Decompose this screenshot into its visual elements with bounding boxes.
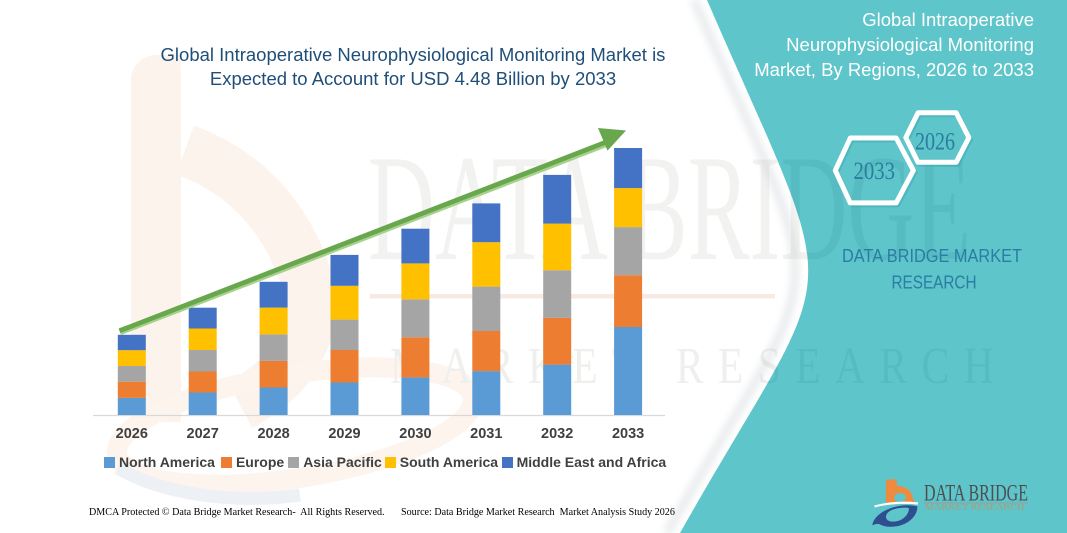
svg-text:2026: 2026 [915, 126, 955, 155]
svg-text:2033: 2033 [854, 156, 896, 185]
svg-text:DATA BRIDGE MARKET: DATA BRIDGE MARKET [842, 246, 1022, 266]
svg-text:DATA BRIDGE: DATA BRIDGE [924, 481, 1028, 506]
svg-text:MARKET RESEARCH: MARKET RESEARCH [925, 503, 1025, 512]
svg-text:RESEARCH: RESEARCH [892, 273, 977, 293]
